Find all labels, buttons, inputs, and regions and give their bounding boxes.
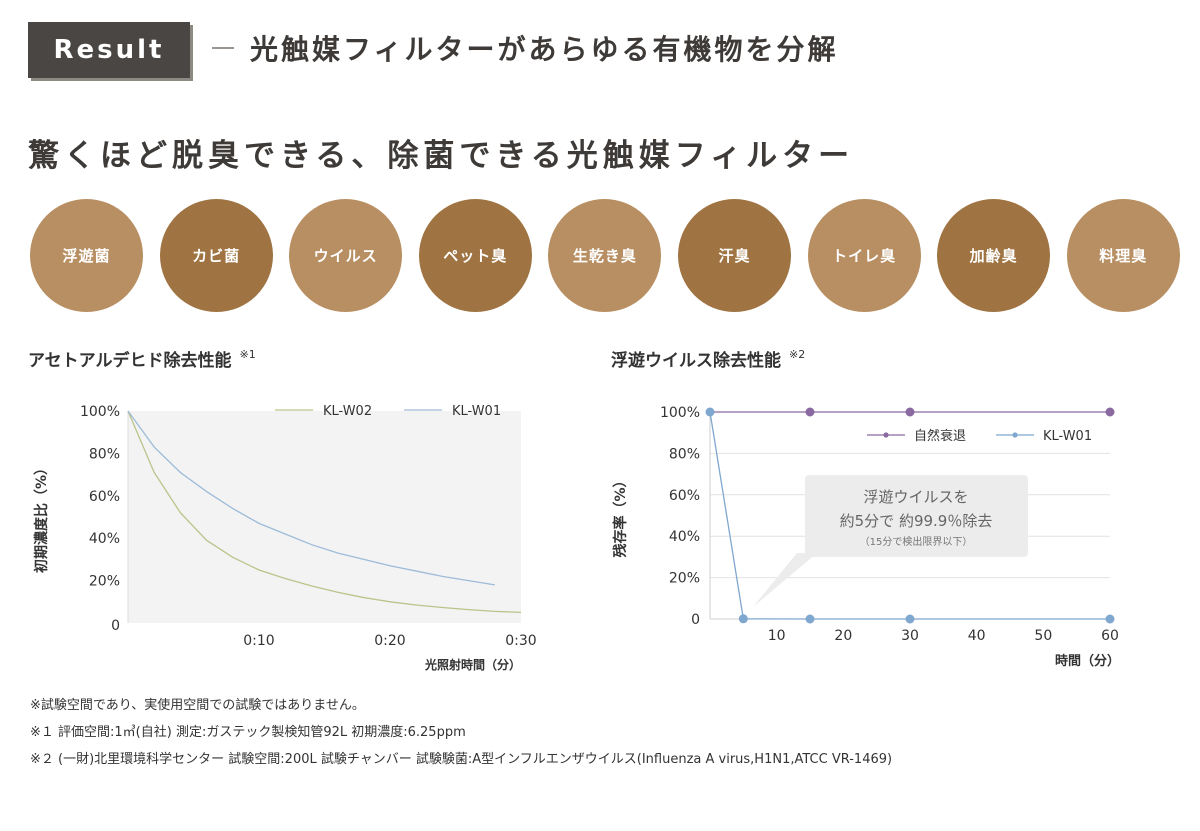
x-tick-label: 50	[1034, 628, 1052, 644]
footnote: ※２ (一財)北里環境科学センター 試験空間:200L 試験チャンバー 試験験菌…	[30, 752, 893, 767]
category-circle: 生乾き臭	[548, 199, 662, 312]
data-point	[905, 614, 915, 624]
legend-label: KL-W01	[1043, 429, 1092, 444]
acetaldehyde-chart-title: アセトアルデヒド除去性能 ※1	[28, 346, 256, 371]
category-circle: ウイルス	[289, 199, 403, 312]
x-axis-label: 時間（分）	[1055, 653, 1120, 669]
legend-marker	[883, 432, 889, 438]
data-point	[905, 407, 915, 417]
main-heading: 驚くほど脱臭できる、除菌できる光触媒フィルター	[28, 138, 855, 174]
callout-line: 浮遊ウイルスを	[863, 488, 968, 506]
virus-chart-title: 浮遊ウイルス除去性能 ※2	[611, 346, 805, 371]
y-tick-label: 40%	[89, 531, 120, 547]
y-tick-label: 60%	[89, 489, 120, 505]
y-axis-label: 初期濃度比（%）	[33, 461, 50, 573]
data-point	[805, 407, 815, 417]
category-circle: 加齢臭	[937, 199, 1051, 312]
y-tick-label: 20%	[89, 574, 120, 590]
header-title: 光触媒フィルターがあらゆる有機物を分解	[212, 28, 838, 68]
plot-area	[128, 411, 521, 623]
data-point	[805, 614, 815, 624]
category-circles: 浮遊菌 カビ菌 ウイルス ペット臭 生乾き臭 汗臭 トイレ臭 加齢臭 料理臭	[30, 199, 1180, 313]
y-tick-label: 0	[111, 618, 120, 634]
legend-label: 自然衰退	[914, 428, 966, 444]
legend-marker	[1012, 432, 1018, 438]
x-tick-label: 0:20	[374, 633, 405, 649]
y-tick-label: 100%	[80, 404, 120, 420]
footnote: ※１ 評価空間:1㎥(自社) 測定:ガステック製検知管92L 初期濃度:6.25…	[30, 725, 466, 740]
data-point	[1105, 614, 1115, 624]
y-tick-label: 80%	[89, 446, 120, 462]
title-dash	[212, 47, 234, 49]
y-tick-label: 80%	[669, 446, 700, 462]
category-circle: ペット臭	[418, 199, 532, 312]
x-tick-label: 40	[968, 628, 986, 644]
virus-chart: 100% 80% 60% 40% 20% 0 10 20 30 40 50 60 自然衰退 KL-W01 浮…	[612, 405, 1120, 669]
footnotes: ※試験空間であり、実使用空間での試験ではありません。 ※１ 評価空間:1㎥(自社…	[30, 694, 892, 775]
category-circle: 料理臭	[1066, 199, 1180, 312]
callout-pointer	[753, 553, 817, 607]
series-line	[127, 410, 522, 614]
footnote: ※試験空間であり、実使用空間での試験ではありません。	[30, 698, 365, 713]
virus-note-mark: ※2	[789, 348, 806, 361]
callout-line: （15分で検出限界以下）	[860, 535, 973, 548]
result-badge: Result	[28, 22, 190, 78]
category-circle: カビ菌	[159, 199, 273, 312]
data-point	[738, 614, 748, 624]
callout-line: 約5分で 約99.9％除去	[840, 512, 993, 530]
x-tick-label: 0:30	[505, 633, 536, 649]
x-tick-label: 30	[901, 628, 919, 644]
x-tick-label: 10	[768, 628, 786, 644]
y-axis-label: 残存率（%）	[612, 473, 629, 557]
callout-box	[805, 475, 1028, 557]
x-tick-label: 20	[834, 628, 852, 644]
data-point	[1105, 407, 1115, 417]
header-title-text: 光触媒フィルターがあらゆる有機物を分解	[250, 33, 839, 66]
y-tick-label: 0	[691, 612, 700, 628]
acetaldehyde-title-text: アセトアルデヒド除去性能	[28, 351, 232, 371]
x-tick-label: 0:10	[243, 633, 274, 649]
acetaldehyde-note-mark: ※1	[239, 348, 256, 361]
category-circle: 汗臭	[678, 199, 791, 312]
x-axis-label: 光照射時間（分）	[424, 657, 521, 672]
series-line	[127, 410, 495, 586]
data-point	[705, 407, 715, 417]
category-circle: トイレ臭	[807, 199, 921, 312]
y-tick-label: 60%	[669, 488, 700, 504]
acetaldehyde-chart: 100% 80% 60% 40% 20% 0 0:10 0:20 0:30 KL-W02 KL-W0…	[33, 404, 537, 672]
virus-title-text: 浮遊ウイルス除去性能	[611, 351, 781, 371]
y-tick-label: 40%	[669, 529, 700, 545]
category-circle: 浮遊菌	[30, 199, 143, 312]
legend-label: KL-W01	[452, 404, 501, 419]
y-tick-label: 20%	[669, 571, 700, 587]
legend-label: KL-W02	[323, 404, 372, 419]
y-tick-label: 100%	[660, 405, 700, 421]
x-tick-label: 60	[1101, 628, 1119, 644]
